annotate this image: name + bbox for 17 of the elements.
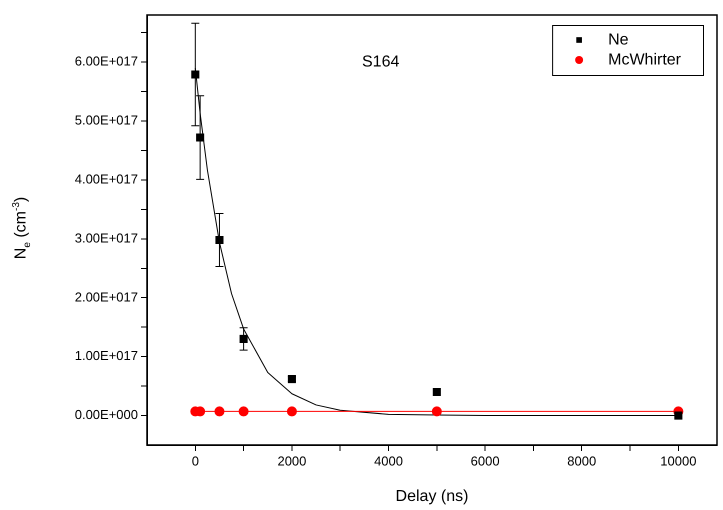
legend-label: Ne: [608, 31, 629, 48]
x-tick-label: 4000: [374, 453, 403, 468]
x-tick-label: 2000: [277, 453, 306, 468]
y-tick-label: 6.00E+017: [74, 54, 138, 69]
legend-label: McWhirter: [608, 51, 682, 68]
y-tick-label: 3.00E+017: [74, 230, 138, 246]
y-tick-label: 1.00E+017: [74, 348, 138, 364]
y-tick-label: 2.00E+017: [74, 289, 138, 304]
x-axis-title: Delay (ns): [396, 488, 468, 505]
x-tick-label: 8000: [567, 453, 596, 468]
annotation: S164: [362, 53, 400, 70]
y-tick-label: 4.00E+017: [74, 172, 138, 187]
y-tick-label: 5.00E+017: [74, 112, 138, 128]
x-tick-label: 6000: [470, 453, 500, 468]
x-tick-label: 0: [192, 453, 199, 468]
x-tick-label: 10000: [660, 453, 696, 468]
y-tick-label: 0.00E+000: [74, 407, 138, 422]
